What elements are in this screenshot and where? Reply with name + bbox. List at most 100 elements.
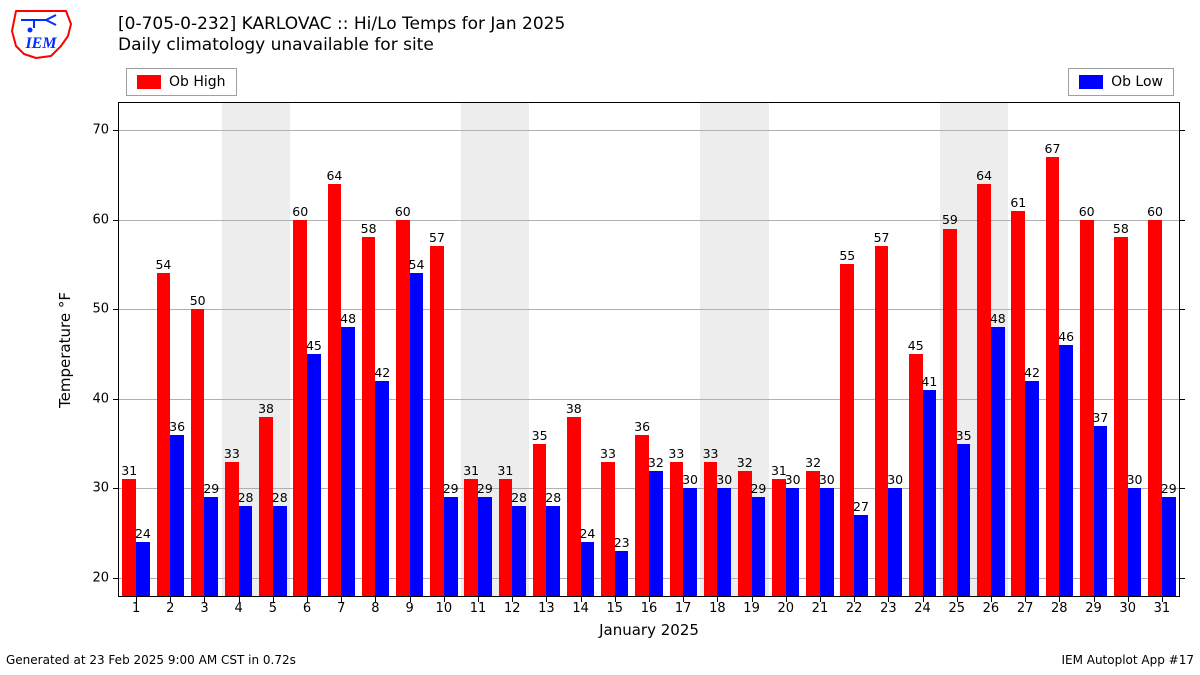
x-tick-label: 20 [777,601,794,616]
bar-high-label: 67 [1045,141,1061,156]
x-tick-label: 10 [436,601,453,616]
bar-high [1046,157,1060,596]
bar-high-label: 64 [976,168,992,183]
bar-high [362,237,376,596]
legend-high: Ob High [126,68,237,96]
bar-low-label: 29 [477,481,493,496]
bar-low [854,515,868,596]
x-tick-label: 30 [1119,601,1136,616]
bar-high-label: 32 [737,455,753,470]
legend-low-swatch [1079,75,1103,89]
bar-high-label: 31 [463,463,479,478]
bar-high-label: 54 [155,257,171,272]
y-axis-label: Temperature °F [56,292,74,408]
x-tick-label: 18 [709,601,726,616]
bar-high [567,417,581,596]
bar-low [1162,497,1176,596]
bar-low-label: 29 [443,481,459,496]
x-tick-label: 2 [166,601,174,616]
bar-low [546,506,560,596]
x-tick-label: 28 [1051,601,1068,616]
bar-low [444,497,458,596]
bar-high-label: 57 [874,230,890,245]
x-tick-label: 26 [983,601,1000,616]
bar-low [683,488,697,596]
bar-high [225,462,239,596]
bar-high-label: 50 [190,293,206,308]
x-tick-label: 27 [1017,601,1034,616]
bar-low-label: 37 [1092,410,1108,425]
bar-high-label: 55 [839,248,855,263]
bar-low [717,488,731,596]
bar-high [430,246,444,596]
bar-low [239,506,253,596]
bar-low [341,327,355,596]
bar-low-label: 30 [1127,472,1143,487]
legend-low-label: Ob Low [1111,74,1163,90]
bar-high-label: 32 [805,455,821,470]
bar-low [888,488,902,596]
bar-high [601,462,615,596]
bar-low [991,327,1005,596]
y-tick-label: 30 [92,481,109,496]
legend-low: Ob Low [1068,68,1174,96]
bar-high-label: 58 [1113,221,1129,236]
bar-low-label: 42 [374,365,390,380]
bar-low [512,506,526,596]
legend-high-label: Ob High [169,74,226,90]
bar-high-label: 59 [942,212,958,227]
bar-low [136,542,150,596]
bar-low-label: 35 [956,428,972,443]
bar-high-label: 33 [224,446,240,461]
bar-high [464,479,478,596]
bar-high-label: 57 [429,230,445,245]
bar-high-label: 35 [532,428,548,443]
bar-low [204,497,218,596]
bar-low [410,273,424,596]
bar-high [533,444,547,596]
x-tick-label: 4 [235,601,243,616]
bar-high [1114,237,1128,596]
bar-high [396,220,410,596]
x-tick-label: 14 [572,601,589,616]
bar-low [375,381,389,596]
y-tick-label: 20 [92,571,109,586]
bar-low [478,497,492,596]
x-tick-label: 29 [1085,601,1102,616]
bar-low-label: 48 [340,311,356,326]
x-axis-label: January 2025 [599,621,699,639]
bar-low [820,488,834,596]
x-tick-label: 25 [948,601,965,616]
iem-logo: IEM [6,6,76,61]
bar-high [157,273,171,596]
bar-high-label: 58 [361,221,377,236]
bar-low [1128,488,1142,596]
bar-low-label: 29 [750,481,766,496]
bar-high [1080,220,1094,596]
x-tick-label: 1 [132,601,140,616]
bar-low-label: 28 [272,490,288,505]
bar-high-label: 60 [292,204,308,219]
bar-high [1011,211,1025,596]
bar-low-label: 41 [921,374,937,389]
bar-low [957,444,971,596]
bar-high-label: 31 [121,463,137,478]
bar-low-label: 30 [887,472,903,487]
bar-low-label: 30 [819,472,835,487]
y-tick-label: 60 [92,212,109,227]
temperature-chart: Temperature °F January 2025 203040506070… [118,102,1180,597]
bar-high [943,229,957,597]
x-tick-label: 31 [1154,601,1171,616]
bar-low [307,354,321,596]
bar-low-label: 36 [169,419,185,434]
bar-low [786,488,800,596]
bar-low-label: 30 [716,472,732,487]
bar-high [259,417,273,596]
bar-low-label: 24 [579,526,595,541]
bar-high [840,264,854,596]
bar-low-label: 46 [1058,329,1074,344]
bar-low [923,390,937,596]
bar-low-label: 28 [511,490,527,505]
bar-low-label: 30 [682,472,698,487]
bar-high [772,479,786,596]
